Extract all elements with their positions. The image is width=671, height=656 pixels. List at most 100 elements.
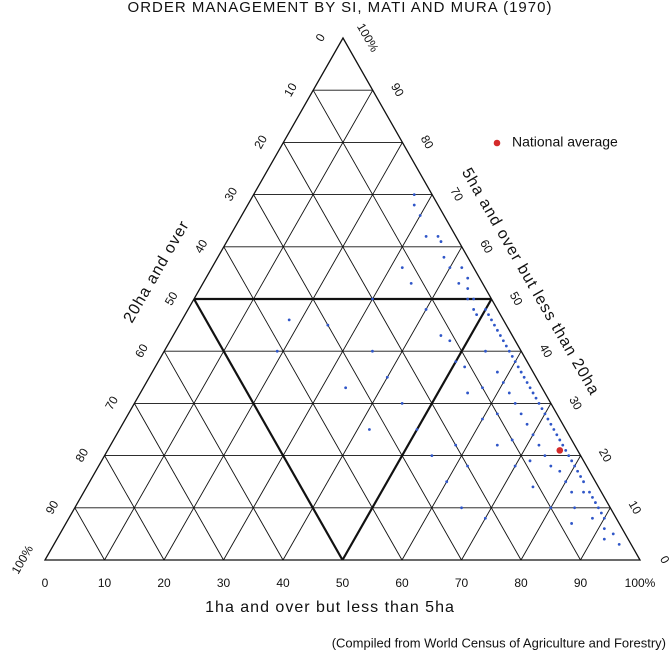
tick-label: 0	[657, 553, 671, 566]
data-point	[543, 412, 547, 416]
data-point	[454, 360, 458, 364]
data-point	[466, 464, 469, 468]
data-point	[481, 386, 484, 390]
c-axis-title: 20ha and over	[121, 218, 193, 326]
data-point	[558, 438, 562, 442]
data-point	[344, 386, 348, 390]
data-point	[522, 375, 526, 379]
tick-label: 80	[514, 576, 528, 590]
grid-line	[104, 89, 374, 561]
data-point	[385, 375, 389, 379]
grid-line	[283, 142, 522, 561]
note: (Compiled from World Census of Agricultu…	[332, 635, 666, 650]
tick-label: 60	[477, 237, 496, 256]
data-point	[472, 297, 476, 301]
data-point	[424, 234, 428, 238]
data-point	[495, 412, 499, 416]
data-point	[573, 506, 576, 510]
data-point	[570, 459, 574, 463]
data-point	[513, 402, 517, 405]
data-point	[534, 396, 538, 400]
tick-label: 100%	[625, 576, 656, 590]
data-point	[611, 532, 615, 536]
tick-label: 90	[574, 576, 588, 590]
data-point	[475, 313, 479, 317]
data-point	[412, 193, 416, 197]
grid-line	[223, 246, 403, 561]
data-point	[537, 402, 541, 405]
data-point	[599, 511, 603, 515]
grid-line	[163, 350, 284, 561]
data-point	[549, 464, 553, 468]
data-point	[409, 281, 413, 285]
data-point	[487, 313, 490, 317]
grid-line	[461, 403, 552, 561]
data-point	[561, 443, 565, 447]
tick-label: 0	[313, 31, 329, 44]
data-point	[454, 443, 458, 447]
data-point	[556, 447, 564, 454]
data-point	[579, 475, 582, 478]
tick-label: 20	[596, 446, 615, 465]
data-point	[436, 234, 440, 238]
a-axis-title: 1ha and over but less than 5ha	[205, 599, 455, 616]
data-point	[552, 428, 556, 431]
data-point	[519, 412, 523, 416]
data-point	[495, 443, 499, 447]
data-point	[564, 480, 568, 484]
data-point	[495, 370, 499, 374]
grid-line	[253, 194, 462, 561]
data-point	[525, 422, 529, 426]
tick-label: 30	[217, 576, 231, 590]
data-point	[513, 360, 517, 364]
data-point	[496, 328, 499, 332]
data-point	[555, 433, 559, 437]
data-point	[463, 365, 467, 369]
data-point	[617, 542, 621, 546]
tick-label: 20	[251, 132, 270, 151]
data-point	[484, 308, 487, 311]
data-point	[287, 318, 291, 322]
tick-label: 20	[157, 576, 171, 590]
data-point	[400, 266, 404, 270]
legend-label: National average	[512, 134, 618, 150]
data-point	[507, 391, 511, 395]
data-point	[582, 490, 585, 494]
legend-marker	[493, 139, 501, 147]
data-point	[460, 266, 464, 270]
data-point	[418, 214, 422, 217]
data-point	[442, 255, 446, 259]
tick-label: 10	[98, 576, 112, 590]
tick-label: 30	[221, 185, 240, 204]
data-point	[448, 339, 452, 343]
tick-label: 80	[72, 446, 91, 465]
data-point	[448, 266, 452, 270]
grid-line	[74, 507, 105, 561]
tick-label: 60	[132, 341, 151, 360]
tick-label: 10	[281, 80, 300, 99]
data-point	[275, 349, 279, 353]
data-point	[483, 516, 487, 520]
data-point	[507, 349, 511, 353]
data-point	[567, 454, 571, 457]
tick-label: 50	[336, 576, 350, 590]
tick-label: 60	[395, 576, 409, 590]
data-point	[501, 339, 505, 343]
data-point	[594, 501, 597, 504]
data-point	[582, 480, 585, 484]
data-point	[493, 323, 496, 327]
data-point	[525, 381, 529, 384]
data-point	[588, 490, 591, 494]
data-point	[546, 417, 550, 421]
data-point	[466, 287, 470, 290]
tick-label: 50	[507, 289, 526, 308]
tick-label: 100%	[354, 21, 382, 55]
data-point	[510, 438, 514, 442]
tick-label: 90	[43, 498, 62, 517]
data-point	[504, 344, 508, 348]
tick-label: 40	[192, 237, 211, 256]
b-axis-title: 5ha and over but less than 20ha	[458, 165, 603, 398]
tick-label: 70	[447, 185, 466, 204]
data-point	[490, 318, 493, 322]
data-point	[531, 485, 535, 489]
